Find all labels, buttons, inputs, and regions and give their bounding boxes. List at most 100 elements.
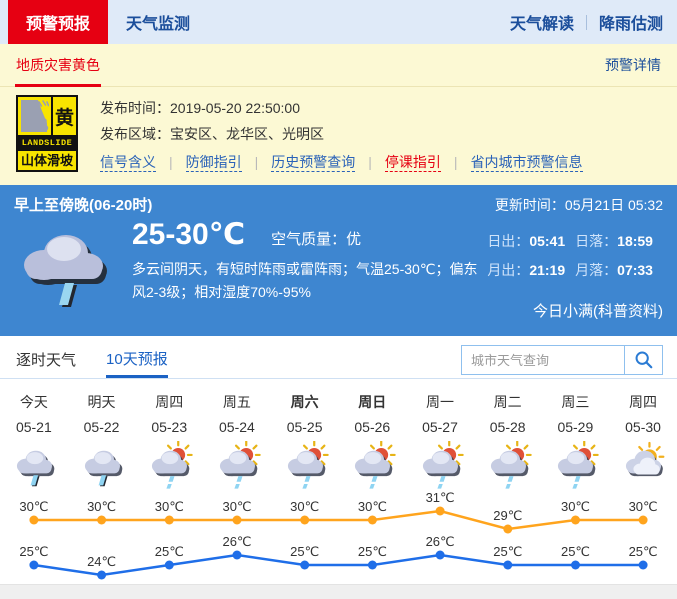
link-solar-term[interactable]: 今日小满(科普资料)	[533, 303, 663, 320]
warning-link-5[interactable]: 省内城市预警信息	[470, 154, 583, 172]
top-navigation-bar: 预警预报 天气监测 天气解读 降雨估测	[0, 0, 677, 44]
svg-text:25℃: 25℃	[358, 544, 387, 559]
current-weather-panel: 早上至傍晚(06-20时) 更新时间：05月21日 05:32 25-30℃ 空…	[0, 185, 677, 336]
svg-text:25℃: 25℃	[493, 544, 522, 559]
svg-text:26℃: 26℃	[426, 534, 455, 549]
svg-text:24℃: 24℃	[87, 554, 116, 569]
forecast-date-10: 05-30	[625, 419, 661, 435]
forecast-date-7: 05-27	[422, 419, 458, 435]
svg-text:30℃: 30℃	[561, 499, 590, 514]
tab-weather-monitoring[interactable]: 天气监测	[126, 16, 191, 33]
svg-text:30℃: 30℃	[155, 499, 184, 514]
tab-ten-day-forecast[interactable]: 10天预报	[106, 341, 168, 378]
warning-titlebar: 地质灾害黄色 预警详情	[0, 44, 677, 87]
update-time: 更新时间：05月21日 05:32	[494, 196, 663, 213]
sun-rain-icon	[135, 441, 203, 490]
svg-text:30℃: 30℃	[19, 499, 48, 514]
forecast-date-3: 05-23	[151, 419, 188, 435]
forecast-date-1: 05-21	[15, 419, 52, 435]
svg-text:25℃: 25℃	[19, 544, 48, 559]
footer-strip	[0, 584, 677, 599]
ten-day-forecast: 今天 明天 周四 周五 周六 周日 周一 周二 周三 周四 05-21 05-22 05-23 05-2…	[0, 379, 677, 584]
forecast-date-6: 05-26	[354, 419, 391, 435]
forecast-day-3: 周四	[155, 394, 184, 410]
sun-cloud-icon	[609, 441, 677, 490]
rain-cloud-icon	[14, 217, 122, 328]
publish-area: 发布区域：宝安区、龙华区、光明区	[100, 126, 324, 142]
rain-icon	[68, 442, 136, 490]
sunrise-time: 日出：05:41	[487, 233, 566, 249]
search-button[interactable]	[624, 346, 662, 374]
link-rainfall-estimate[interactable]: 降雨估测	[598, 16, 663, 33]
svg-text:25℃: 25℃	[561, 544, 590, 559]
svg-text:25℃: 25℃	[290, 544, 319, 559]
forecast-date-8: 05-28	[489, 419, 526, 435]
sun-moon-times: 日出：05:41 日落：18:59 月出：21:19 月落：07:33	[487, 231, 663, 280]
svg-text:30℃: 30℃	[222, 499, 251, 514]
warning-link-2[interactable]: 防御指引	[185, 154, 242, 172]
air-quality: 空气质量：优	[271, 231, 362, 248]
warning-band: 地质灾害黄色 预警详情	[0, 44, 677, 185]
forecast-day-9: 周三	[561, 394, 590, 410]
sun-rain-icon	[406, 441, 474, 490]
warning-info: 发布时间：2019-05-20 22:50:00 发布区域：宝安区、龙华区、光明…	[100, 95, 583, 172]
weather-description: 多云间阴天，有短时阵雨或雷阵雨；气温25-30℃；偏东风2-3级；相对湿度70%…	[132, 261, 478, 300]
divider	[585, 14, 587, 30]
sun-rain-icon	[474, 441, 542, 490]
warning-body: 黄 LANDSLIDE 山体滑坡 发布时间：2019-05-20 22:50:0…	[0, 87, 677, 172]
warning-level-char: 黄	[53, 97, 76, 135]
warning-sign-english: LANDSLIDE	[18, 137, 76, 149]
tab-warning-forecast[interactable]: 预警预报	[8, 0, 109, 44]
weather-icon-row	[0, 441, 677, 490]
forecast-day-5: 周六	[290, 394, 319, 410]
forecast-day-4: 周五	[222, 394, 251, 410]
svg-text:30℃: 30℃	[629, 499, 658, 514]
warning-type-tab[interactable]: 地质灾害黄色	[16, 57, 100, 73]
sun-rain-icon	[542, 441, 610, 490]
forecast-day-10: 周四	[629, 394, 658, 410]
forecast-date-4: 05-24	[219, 419, 255, 435]
svg-text:25℃: 25℃	[155, 544, 184, 559]
svg-text:26℃: 26℃	[222, 534, 251, 549]
forecast-date-2: 05-22	[83, 419, 120, 435]
publish-time: 发布时间：2019-05-20 22:50:00	[100, 100, 300, 116]
warning-link-1[interactable]: 信号含义	[100, 154, 156, 172]
forecast-date-9: 05-29	[557, 419, 594, 435]
moonrise-time: 月出：21:19	[487, 262, 566, 278]
city-search-input[interactable]	[462, 346, 624, 374]
temperature-range: 25-30℃	[132, 218, 246, 251]
svg-text:25℃: 25℃	[629, 544, 658, 559]
moonset-time: 月落：07:33	[575, 262, 653, 278]
forecast-day-7: 周一	[425, 394, 454, 410]
rain-icon	[0, 442, 68, 490]
svg-text:30℃: 30℃	[87, 499, 116, 514]
date-row: 05-21 05-22 05-23 05-24 05-25 05-26 05-27 05-28…	[0, 412, 677, 442]
sun-rain-icon	[203, 441, 271, 490]
forecast-date-5: 05-25	[286, 419, 323, 435]
tab-hourly-weather[interactable]: 逐时天气	[16, 352, 77, 369]
svg-text:30℃: 30℃	[358, 499, 387, 514]
svg-text:30℃: 30℃	[290, 499, 319, 514]
link-warning-details[interactable]: 预警详情	[605, 57, 661, 73]
warning-sign-chinese: 山体滑坡	[18, 151, 76, 170]
link-weather-interpretation[interactable]: 天气解读	[509, 16, 574, 33]
top-links: 天气解读 降雨估测	[510, 0, 677, 44]
divider: |	[368, 154, 372, 170]
sun-rain-icon	[271, 441, 339, 490]
warning-links: 信号含义 | 防御指引 | 历史预警查询 | 停课指引 | 省内城市预警信息	[100, 152, 583, 172]
landslide-icon	[18, 97, 51, 135]
svg-text:29℃: 29℃	[493, 508, 522, 523]
temperature-chart: 30℃ 30℃ 30℃ 30℃ 30℃ 30℃ 31℃ 29℃ 30℃ 30℃ 25℃ 24℃ 25℃ 2…	[19, 490, 658, 580]
divider: |	[169, 154, 173, 170]
forecast-day-2: 明天	[87, 394, 116, 410]
forecast-day-1: 今天	[19, 394, 48, 410]
divider: |	[254, 154, 259, 170]
warning-link-4[interactable]: 停课指引	[384, 154, 441, 172]
forecast-day-8: 周二	[493, 394, 522, 410]
sun-rain-icon	[338, 441, 406, 490]
warning-link-3[interactable]: 历史预警查询	[271, 154, 356, 172]
day-name-row: 今天 明天 周四 周五 周六 周日 周一 周二 周三 周四	[0, 379, 677, 412]
forecast-tab-bar: 逐时天气 10天预报	[0, 341, 677, 379]
city-search-box	[461, 345, 663, 375]
